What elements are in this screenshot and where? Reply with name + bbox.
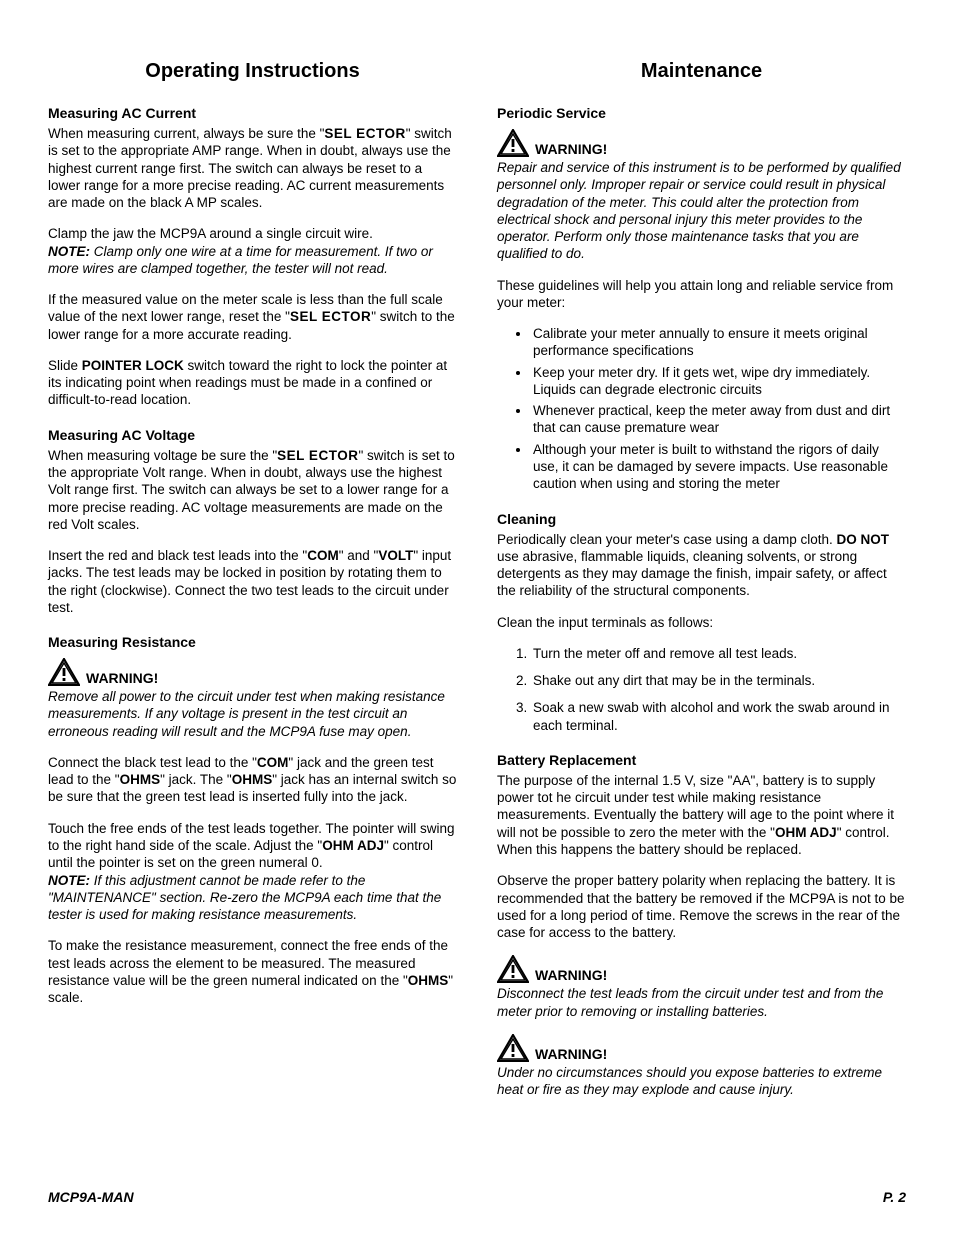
cleaning-steps: Turn the meter off and remove all test l… xyxy=(497,645,906,734)
service-bullets: Calibrate your meter annually to ensure … xyxy=(497,325,906,492)
heading-ac-current: Measuring AC Current xyxy=(48,105,457,121)
warning-icon xyxy=(497,1034,529,1062)
warning-text: Disconnect the test leads from the circu… xyxy=(497,985,906,1020)
warning-block: WARNING! xyxy=(497,1034,906,1062)
list-item: Keep your meter dry. If it gets wet, wip… xyxy=(531,364,906,399)
section-resistance: Measuring Resistance WARNING! Remove all… xyxy=(48,634,457,1006)
section-ac-voltage: Measuring AC Voltage When measuring volt… xyxy=(48,427,457,616)
para: Clamp the jaw the MCP9A around a single … xyxy=(48,225,457,277)
para: Periodically clean your meter's case usi… xyxy=(497,531,906,600)
para: Insert the red and black test leads into… xyxy=(48,547,457,616)
warning-label: WARNING! xyxy=(86,670,158,686)
warning-block: WARNING! xyxy=(497,955,906,983)
para: The purpose of the internal 1.5 V, size … xyxy=(497,772,906,858)
heading-battery: Battery Replacement xyxy=(497,752,906,768)
para: When measuring voltage be sure the "SEL … xyxy=(48,447,457,533)
warning-label: WARNING! xyxy=(535,141,607,157)
para: Clean the input terminals as follows: xyxy=(497,614,906,631)
section-periodic-service: Periodic Service WARNING! Repair and ser… xyxy=(497,105,906,493)
para: Slide POINTER LOCK switch toward the rig… xyxy=(48,357,457,409)
right-title: Maintenance xyxy=(497,60,906,83)
warning-icon xyxy=(48,658,80,686)
page-content: Operating Instructions Measuring AC Curr… xyxy=(48,60,906,1169)
list-item: Although your meter is built to withstan… xyxy=(531,441,906,493)
right-column: Maintenance Periodic Service WARNING! Re… xyxy=(497,60,906,1169)
warning-block: WARNING! xyxy=(497,129,906,157)
footer-left: MCP9A-MAN xyxy=(48,1189,134,1205)
section-ac-current: Measuring AC Current When measuring curr… xyxy=(48,105,457,409)
heading-resistance: Measuring Resistance xyxy=(48,634,457,650)
list-item: Soak a new swab with alcohol and work th… xyxy=(531,699,906,734)
heading-cleaning: Cleaning xyxy=(497,511,906,527)
warning-text: Repair and service of this instrument is… xyxy=(497,159,906,263)
left-column: Operating Instructions Measuring AC Curr… xyxy=(48,60,457,1169)
warning-text: Under no circumstances should you expose… xyxy=(497,1064,906,1099)
warning-icon xyxy=(497,129,529,157)
list-item: Whenever practical, keep the meter away … xyxy=(531,402,906,437)
list-item: Turn the meter off and remove all test l… xyxy=(531,645,906,662)
warning-icon xyxy=(497,955,529,983)
list-item: Calibrate your meter annually to ensure … xyxy=(531,325,906,360)
footer-right: P. 2 xyxy=(883,1189,906,1205)
section-battery: Battery Replacement The purpose of the i… xyxy=(497,752,906,1098)
para: Touch the free ends of the test leads to… xyxy=(48,820,457,924)
para: These guidelines will help you attain lo… xyxy=(497,277,906,312)
page-footer: MCP9A-MAN P. 2 xyxy=(48,1189,906,1205)
section-cleaning: Cleaning Periodically clean your meter's… xyxy=(497,511,906,734)
warning-block: WARNING! xyxy=(48,658,457,686)
heading-ac-voltage: Measuring AC Voltage xyxy=(48,427,457,443)
left-title: Operating Instructions xyxy=(48,60,457,83)
warning-label: WARNING! xyxy=(535,967,607,983)
para: Observe the proper battery polarity when… xyxy=(497,872,906,941)
warning-label: WARNING! xyxy=(535,1046,607,1062)
warning-text: Remove all power to the circuit under te… xyxy=(48,688,457,740)
heading-periodic-service: Periodic Service xyxy=(497,105,906,121)
list-item: Shake out any dirt that may be in the te… xyxy=(531,672,906,689)
para: Connect the black test lead to the "COM"… xyxy=(48,754,457,806)
para: To make the resistance measurement, conn… xyxy=(48,937,457,1006)
para: When measuring current, always be sure t… xyxy=(48,125,457,211)
para: If the measured value on the meter scale… xyxy=(48,291,457,343)
